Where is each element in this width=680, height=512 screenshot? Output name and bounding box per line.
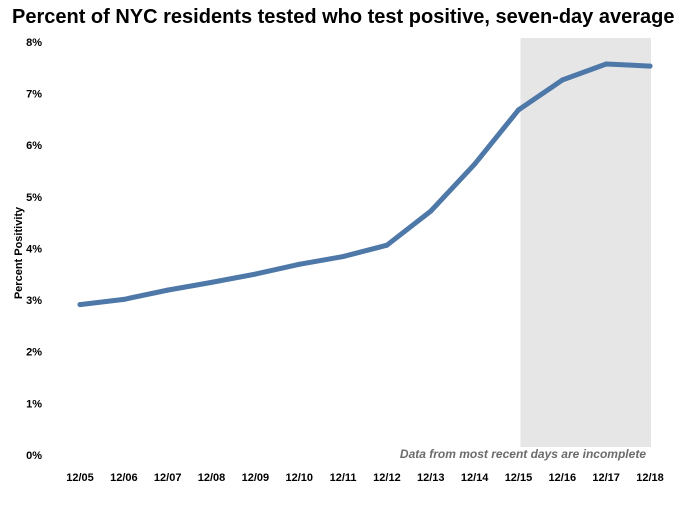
incomplete-data-shaded-region	[520, 38, 651, 447]
y-tick-label: 5%	[26, 192, 42, 204]
y-tick-label: 6%	[26, 140, 42, 152]
x-tick-label: 12/18	[636, 472, 664, 484]
x-tick-label: 12/15	[505, 472, 533, 484]
data-point	[209, 279, 215, 285]
chart-title: Percent of NYC residents tested who test…	[12, 6, 675, 28]
x-tick-label: 12/06	[110, 472, 138, 484]
x-tick-label: 12/11	[330, 472, 357, 484]
data-point	[340, 254, 346, 260]
data-point	[647, 63, 653, 69]
y-axis-ticks: 0% 1% 2% 3% 4% 5% 6% 7% 8%	[26, 37, 42, 462]
y-tick-label: 2%	[26, 347, 42, 359]
x-tick-label: 12/05	[66, 472, 94, 484]
y-tick-label: 3%	[26, 295, 42, 307]
incomplete-data-note: Data from most recent days are incomplet…	[400, 447, 646, 461]
data-point	[165, 287, 171, 293]
data-point	[296, 261, 302, 267]
x-tick-label: 12/10	[285, 472, 313, 484]
x-axis-ticks: 12/05 12/06 12/07 12/08 12/09 12/10 12/11 12/12…	[66, 472, 664, 484]
x-tick-label: 12/14	[461, 472, 489, 484]
y-tick-label: 7%	[26, 89, 42, 101]
y-tick-label: 8%	[26, 37, 42, 49]
x-tick-label: 12/17	[592, 472, 620, 484]
x-tick-label: 12/13	[417, 472, 445, 484]
data-point	[77, 302, 83, 308]
data-point	[515, 107, 521, 113]
y-tick-label: 0%	[26, 450, 42, 462]
positivity-series-line	[77, 61, 653, 308]
data-point	[603, 61, 609, 67]
x-tick-label: 12/07	[154, 472, 182, 484]
y-tick-label: 4%	[26, 243, 42, 255]
data-point	[384, 242, 390, 248]
positivity-data-points	[77, 61, 653, 308]
data-point	[472, 161, 478, 167]
data-point	[121, 296, 127, 302]
x-tick-label: 12/09	[242, 472, 270, 484]
x-tick-label: 12/16	[549, 472, 577, 484]
data-point	[559, 77, 565, 83]
y-tick-label: 1%	[26, 398, 42, 410]
data-point	[428, 208, 434, 214]
y-axis-title: Percent Positivity	[13, 206, 25, 299]
x-tick-label: 12/08	[198, 472, 226, 484]
data-point	[252, 271, 258, 277]
x-tick-label: 12/12	[373, 472, 401, 484]
